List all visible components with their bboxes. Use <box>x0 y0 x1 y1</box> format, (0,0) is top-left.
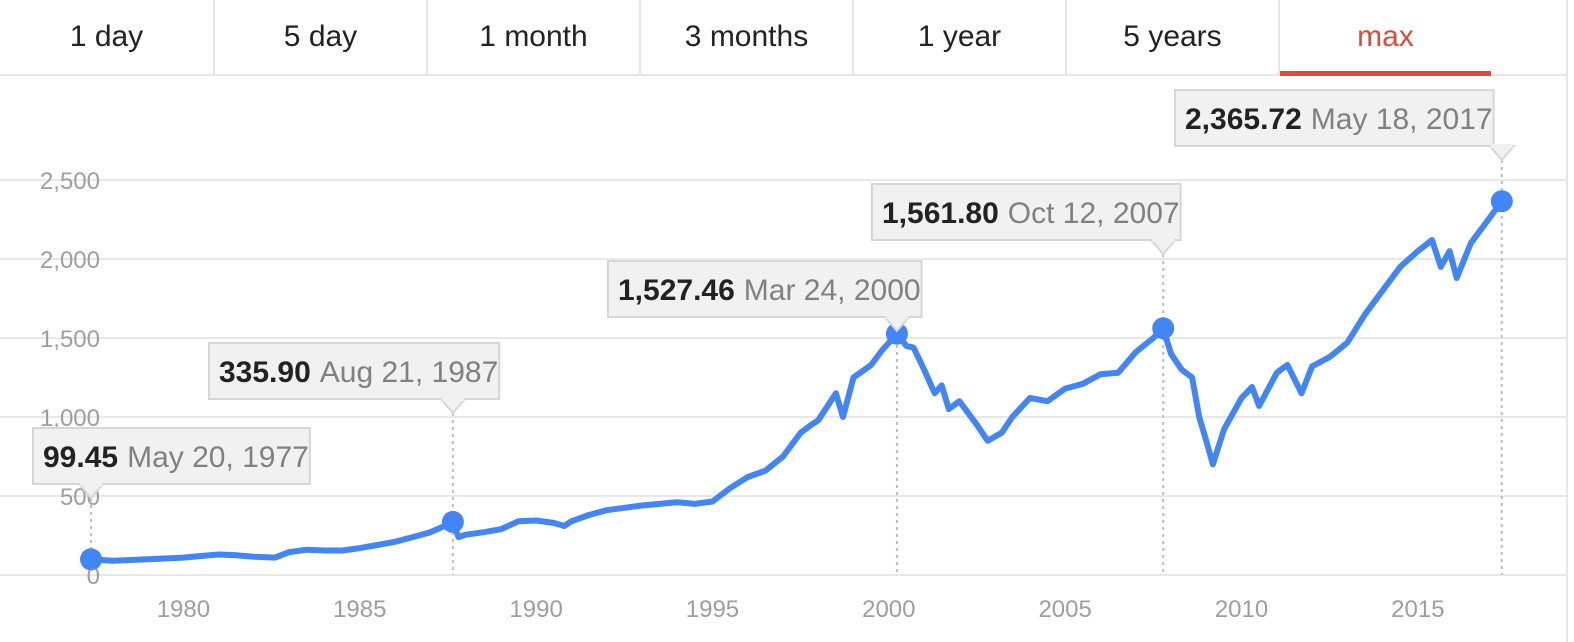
callout: 335.90 Aug 21, 1987 <box>208 342 501 415</box>
tab-1-day[interactable]: 1 day <box>69 20 144 53</box>
callout-text: 1,561.80 Oct 12, 2007 <box>882 197 1180 230</box>
x-tick-label: 1985 <box>333 596 386 623</box>
callout: 99.45 May 20, 1977 <box>32 427 311 500</box>
callout-date: May 18, 2017 <box>1311 103 1493 136</box>
tab-3-months[interactable]: 3 months <box>639 0 852 74</box>
callout-value: 99.45 <box>43 441 118 474</box>
chart-right-border <box>1566 0 1568 642</box>
range-tabs: 1 day 5 day 1 month 3 months 1 year 5 ye… <box>0 0 1566 76</box>
callout: 2,365.72 May 18, 2017 <box>1174 89 1516 162</box>
y-tick-label: 2,500 <box>40 168 100 195</box>
callout-pointer-join <box>441 397 464 401</box>
x-axis-ticks: 1980 1985 1990 1995 2000 2005 2010 2015 <box>157 596 1445 623</box>
callout-date: Oct 12, 2007 <box>1008 197 1180 230</box>
callout: 1,561.80 Oct 12, 2007 <box>871 183 1182 256</box>
tab-5-day[interactable]: 5 day <box>213 0 426 74</box>
y-tick-label: 1,500 <box>40 326 100 353</box>
highlight-point[interactable] <box>1152 317 1175 340</box>
callout-text: 1,527.46 Mar 24, 2000 <box>618 274 921 307</box>
callout-pointer <box>1149 239 1178 256</box>
callout-box <box>607 260 923 318</box>
callout-value: 2,365.72 <box>1185 103 1302 136</box>
highlight-point[interactable] <box>79 548 102 571</box>
callout-pointer-join <box>885 315 908 319</box>
tab-1-month[interactable]: 1 month <box>426 0 639 74</box>
callout-date: Mar 24, 2000 <box>744 274 921 307</box>
highlight-point[interactable] <box>1490 190 1513 213</box>
callout-text: 335.90 Aug 21, 1987 <box>219 356 498 389</box>
callout-text: 2,365.72 May 18, 2017 <box>1185 103 1493 136</box>
y-tick-label: 2,000 <box>40 247 100 274</box>
callout-box <box>32 427 311 485</box>
x-tick-label: 2005 <box>1038 596 1091 623</box>
x-tick-label: 1990 <box>509 596 562 623</box>
callout-value: 335.90 <box>219 356 311 389</box>
callout-date: May 20, 1977 <box>127 441 309 474</box>
x-tick-label: 1995 <box>686 596 739 623</box>
x-tick-label: 2015 <box>1391 596 1444 623</box>
callout-box <box>1174 89 1495 147</box>
highlight-point[interactable] <box>441 510 464 533</box>
tab-5-years[interactable]: 5 years <box>1065 0 1278 74</box>
price-series-line <box>88 198 1505 564</box>
x-tick-label: 2010 <box>1215 596 1268 623</box>
callout-box <box>871 183 1182 241</box>
tab-max[interactable]: max <box>1278 0 1491 76</box>
tab-1-year[interactable]: 1 year <box>852 0 1065 74</box>
callout-pointer-join <box>1490 144 1513 148</box>
grid-lines <box>0 179 1566 576</box>
x-tick-label: 1980 <box>157 596 210 623</box>
callout-pointer <box>438 398 468 415</box>
callout-text: 99.45 May 20, 1977 <box>43 441 309 474</box>
callout-box <box>208 342 501 400</box>
callout-value: 1,561.80 <box>882 197 999 230</box>
callout-pointer-join <box>1152 238 1175 242</box>
callout-date: Aug 21, 1987 <box>320 356 499 389</box>
callout: 1,527.46 Mar 24, 2000 <box>607 260 923 333</box>
x-tick-label: 2000 <box>862 596 915 623</box>
callout-pointer-join <box>79 482 102 486</box>
callouts: 99.45 May 20, 1977 335.90 Aug 21, 1987 1,527… <box>32 89 1516 500</box>
highlight-points <box>79 190 1513 571</box>
callout-pointer <box>1487 145 1516 162</box>
highlight-point[interactable] <box>885 322 908 345</box>
callout-value: 1,527.46 <box>618 274 735 307</box>
